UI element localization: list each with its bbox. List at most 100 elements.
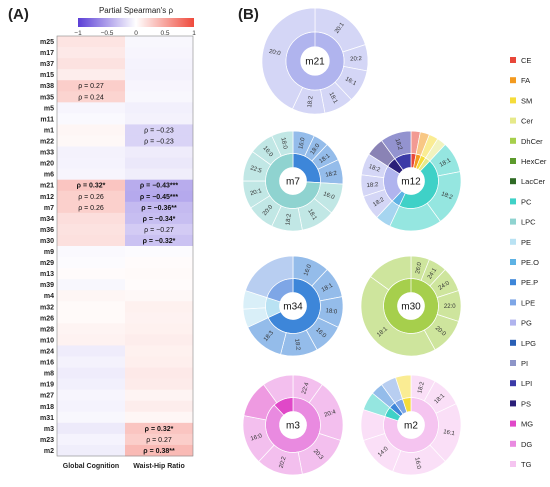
sunburst-segment-m34 [245,255,294,298]
segment-label: 20:1 [250,188,264,197]
colorbar-tick: 0.5 [160,30,169,37]
legend-label: LPI [521,379,532,388]
row-label-m6: m6 [44,172,54,179]
cell-annotation: ρ = 0.32* [77,183,106,190]
row-label-m2: m2 [44,448,54,455]
legend-swatch-mg [510,420,516,427]
heatmap-cell [125,345,193,357]
heatmap-cell [125,201,193,214]
cell-annotation: ρ = −0.23 [144,139,174,146]
row-label-m17: m17 [40,50,54,57]
legend-swatch-pg [510,319,516,326]
sunburst-center-label: m12 [401,177,421,188]
legend-swatch-pe [510,238,516,245]
column-label: Global Cognition [63,463,119,470]
segment-label: 20:0 [268,49,281,58]
legend-label: TG [521,460,532,469]
heatmap-cell [125,356,193,368]
panel-a-label: (A) [8,6,29,23]
segment-label: 18:2 [440,191,454,201]
cell-annotation: ρ = 0.24 [78,94,104,101]
heatmap-cell [57,58,125,70]
segment-label: 18:2 [307,95,314,108]
legend-label: PG [521,319,532,328]
segment-label: 20:2 [279,455,288,469]
heatmap-cell [57,257,125,269]
row-label-m38: m38 [40,83,54,90]
cell-annotation: ρ = −0.34* [143,216,176,223]
legend-swatch-dhcer [510,137,516,144]
legend-swatch-pe-p [510,279,516,286]
legend-swatch-lpe [510,299,516,306]
legend-swatch-ps [510,400,516,407]
heatmap-cell [57,312,125,324]
cell-annotation: ρ = −0.45*** [140,194,178,201]
segment-label: 22:4 [301,381,311,395]
cell-annotation: ρ = 0.26 [78,205,104,212]
cell-annotation: ρ = −0.36** [141,205,177,212]
sunburst-m12: 18:1 18:2 18:2 18:2 18:2 18:2 m12 [360,130,462,232]
row-label-m8: m8 [44,371,54,378]
legend-label: CE [521,56,531,65]
heatmap-cell [57,146,125,158]
legend-label: PE.O [521,258,539,267]
heatmap-cell [125,444,193,457]
sunburst-center-label: m21 [305,57,325,68]
heatmap-cell [125,124,193,136]
heatmap-cell [57,102,125,114]
sunburst-segment-m30 [360,276,436,357]
segment-label: 20:4 [324,409,338,419]
legend-swatch-laccer [510,178,516,185]
heatmap-cell [125,135,193,147]
heatmap-cell [125,102,193,114]
heatmap-cell [57,80,125,92]
heatmap-cell [125,268,193,280]
heatmap-cell [57,234,125,247]
sunburst-m7: 16:0 18:018:118:216:018:118:220:020:122:5… [242,130,344,232]
cell-annotation: ρ = 0.27 [78,83,104,90]
cell-annotation: ρ = −0.23 [144,127,174,134]
heatmap-cell [57,378,125,390]
sunburst-m2: 18:218:116:116:014:0m2 [360,374,462,476]
legend-swatch-fa [510,77,516,84]
legend-label: FA [521,76,530,85]
row-label-m7: m7 [44,205,54,212]
segment-label: 24:1 [427,267,439,281]
row-label-m23: m23 [40,437,54,444]
heatmap-cell [57,268,125,280]
row-label-m1: m1 [44,127,54,134]
panel-b-label: (B) [238,6,259,23]
legend-swatch-hexcer [510,158,516,164]
segment-label: 24:0 [438,280,452,292]
sunburst-segment-m7 [271,130,294,157]
colorbar-tick: −0.5 [101,30,114,37]
legend-swatch-pc [510,198,516,205]
heatmap-cell [57,179,125,192]
legend-label: MG [521,420,533,429]
legend-swatch-lpc [510,218,516,225]
heatmap-cell [125,301,193,313]
row-label-m36: m36 [40,227,54,234]
heatmap-cell [125,334,193,346]
legend-swatch-pe-o [510,259,516,265]
heatmap-cell [57,444,125,457]
legend-swatch-cer [510,117,516,124]
segment-label: 18:2 [285,213,292,226]
heatmap-cell [57,190,125,203]
sunburst-hole [279,292,307,320]
row-label-m27: m27 [40,393,54,400]
row-label-m21: m21 [40,183,54,190]
segment-label: 22:5 [249,165,263,175]
heatmap-cell [125,223,193,236]
heatmap-cell [125,36,193,48]
row-label-m3: m3 [44,426,54,433]
row-label-m37: m37 [40,61,54,68]
legend-label: LacCer [521,177,546,186]
segment-label: 26:0 [415,261,423,274]
segment-label: 18:2 [368,164,382,174]
sunburst-hole [397,167,425,195]
row-label-m24: m24 [40,349,54,356]
segment-label: 18:1 [327,91,338,105]
heatmap-cell [125,246,193,258]
